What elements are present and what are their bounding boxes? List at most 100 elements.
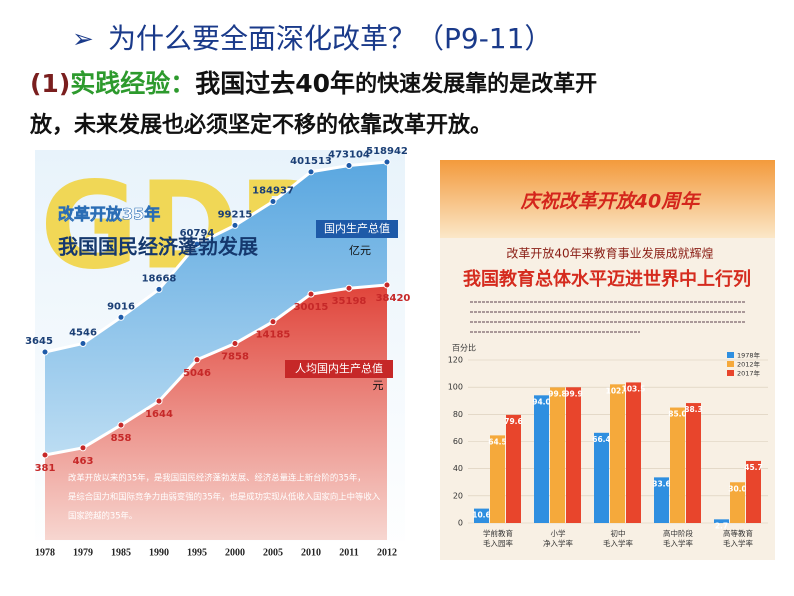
point-label: (1) (30, 69, 70, 98)
gdp-label: 18668 (142, 273, 177, 284)
gdp-point (345, 162, 353, 170)
subtitle: 改革开放35年 (58, 205, 160, 224)
point-lead: 我国过去40年 (195, 69, 355, 98)
category-label: 毛入园率 (483, 538, 513, 548)
gdp-point (79, 340, 87, 348)
point-text: 放，未来发展也必须坚定不移的依靠改革开放。 (29, 112, 492, 138)
bar-label: 66.4 (592, 435, 611, 444)
gdp-legend: 国内生产总值 (324, 221, 390, 235)
gdp-point (383, 158, 391, 166)
category-label: 高中阶段 (663, 528, 693, 538)
gdp-label: 4546 (69, 328, 97, 339)
per-capita-label: 38420 (376, 293, 411, 304)
gdp-point (269, 198, 277, 206)
gdp-label: 401513 (290, 156, 332, 167)
caption: 是综合国力和国际竞争力由弱变强的35年，也是成功实现从低收入国家向上中等收入 (68, 492, 381, 502)
panel-title: 我国教育总体水平迈进世界中上行列 (463, 268, 751, 290)
per-capita-point (117, 421, 125, 429)
year-label: 1978 (35, 547, 55, 558)
legend-label: 1978年 (737, 351, 761, 360)
gdp-label: 184937 (252, 186, 294, 197)
year-label: 1990 (149, 547, 169, 558)
per-capita-point (79, 444, 87, 452)
bar-label: 88.3 (684, 405, 703, 414)
bar (594, 432, 609, 523)
per-capita-label: 7858 (221, 351, 249, 362)
category-label: 小学 (551, 528, 566, 538)
per-capita-point (41, 451, 49, 459)
subtitle: 改革开放40年来教育事业发展成就辉煌 (506, 246, 713, 261)
y-tick-label: 60 (453, 437, 463, 446)
point-line: (1)实践经验：我国过去40年的快速发展靠的是改革开 (30, 69, 597, 98)
year-label: 1995 (187, 547, 207, 558)
bar-label: 99.8 (548, 389, 567, 398)
bar (670, 407, 685, 523)
per-capita-point (269, 318, 277, 326)
y-tick-label: 40 (453, 464, 463, 473)
per-capita-point (383, 281, 391, 289)
bar-label: 2.7 (715, 521, 728, 530)
category-label: 净入学率 (543, 538, 573, 548)
pc-legend: 人均国内生产总值 (295, 361, 383, 375)
pc-unit: 元 (373, 379, 384, 392)
bar (506, 414, 521, 523)
category-label: 初中 (611, 528, 626, 538)
per-capita-point (193, 356, 201, 364)
bar (610, 384, 625, 523)
year-label: 2000 (225, 547, 245, 558)
gdp-legend-box (316, 220, 398, 238)
panel-title: 我国国民经济蓬勃发展 (58, 235, 258, 259)
y-axis-label: 百分比 (452, 343, 476, 353)
category-label: 高等教育 (723, 528, 753, 538)
gdp-point (307, 168, 315, 176)
legend-swatch (727, 361, 734, 367)
legend-swatch (727, 352, 734, 358)
per-capita-label: 381 (35, 463, 56, 474)
legend-label: 2017年 (737, 369, 761, 378)
bar-label: 33.6 (652, 479, 671, 488)
year-label: 2010 (301, 547, 321, 558)
per-capita-label: 858 (111, 433, 132, 444)
point-key: 实践经验： (70, 69, 195, 98)
year-label: 1985 (111, 547, 131, 558)
bar (714, 519, 729, 523)
year-label: 2011 (339, 547, 358, 558)
per-capita-label: 30015 (294, 302, 329, 313)
bar-label: 103.5 (622, 384, 646, 393)
gdp-label: 9016 (107, 301, 135, 312)
bar-label: 94.0 (532, 397, 551, 406)
pc-legend-box (285, 360, 393, 378)
gdp-point (231, 221, 239, 229)
caption: 改革开放以来的35年，是我国国民经济蓬勃发展、经济总量连上新台阶的35年， (68, 473, 366, 483)
bullet: ➢ (72, 25, 94, 55)
bar-label: 45.7 (744, 463, 763, 472)
y-tick-label: 80 (453, 410, 463, 419)
category-label: 毛入学率 (603, 538, 633, 548)
per-capita-label: 14185 (256, 330, 291, 341)
bar (746, 460, 761, 523)
category-label: 学前教育 (483, 528, 513, 538)
per-capita-label: 1644 (145, 409, 173, 420)
gdp-label: 60794 (180, 228, 215, 239)
per-capita-point (231, 339, 239, 347)
bar (534, 395, 549, 523)
category-label: 毛入学率 (663, 538, 693, 548)
gdp-point (41, 348, 49, 356)
legend-swatch (727, 370, 734, 376)
year-label: 2005 (263, 547, 283, 558)
year-label: 2012 (377, 547, 397, 558)
banner: 庆祝改革开放40周年 (520, 191, 702, 213)
bar-label: 64.5 (488, 437, 507, 446)
per-capita-label: 463 (73, 456, 94, 467)
bar (550, 387, 565, 523)
gdp-label: 518942 (366, 146, 408, 157)
bar (654, 477, 669, 523)
y-tick-label: 20 (453, 491, 463, 500)
per-capita-point (307, 290, 315, 298)
bar (626, 382, 641, 523)
bar (686, 403, 701, 523)
per-capita-area (45, 285, 387, 540)
per-capita-line (44, 283, 388, 457)
year-label: 1979 (73, 547, 93, 558)
